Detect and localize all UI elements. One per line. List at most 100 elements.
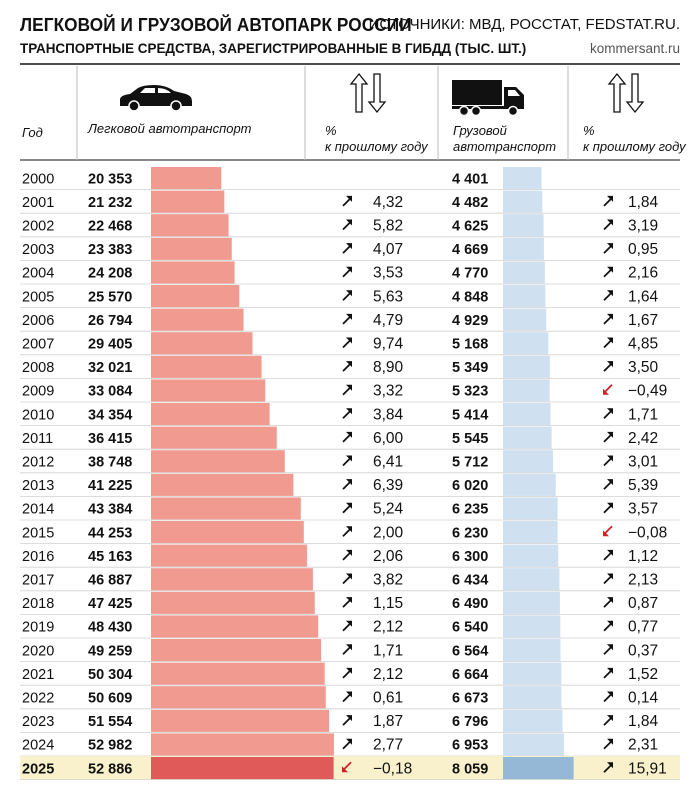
table-row: 2006 26 794 4,79 4 929 1,67 xyxy=(20,308,680,332)
up-arrow-icon xyxy=(603,715,613,726)
cars-value: 21 232 xyxy=(88,195,132,211)
up-arrow-icon xyxy=(342,667,352,679)
table-row: 2003 23 383 4,07 4 669 0,95 xyxy=(20,237,680,261)
trucks-bar xyxy=(503,355,550,378)
year-label: 2016 xyxy=(22,549,54,565)
year-label: 2018 xyxy=(22,596,54,612)
cars-bar xyxy=(151,733,334,756)
cars-pct-value: 4,32 xyxy=(373,194,403,211)
up-arrow-icon xyxy=(342,219,352,231)
trucks-value: 4 625 xyxy=(452,219,488,235)
cars-pct-value: 2,06 xyxy=(373,548,403,565)
cars-bar xyxy=(151,214,229,237)
trucks-pct-value: 2,31 xyxy=(628,737,658,754)
table-row: 2011 36 415 6,00 5 545 2,42 xyxy=(20,426,680,450)
cars-bar xyxy=(151,237,232,260)
cars-pct-value: 6,00 xyxy=(373,430,404,447)
trucks-pct-value: 1,12 xyxy=(628,548,658,565)
cars-value: 38 748 xyxy=(88,455,132,471)
year-label: 2021 xyxy=(22,667,54,683)
chart-header: ЛЕГКОВОЙ И ГРУЗОВОЙ АВТОПАРК РОССИИ ИСТО… xyxy=(20,0,680,62)
trucks-pct-value: 1,84 xyxy=(628,713,659,730)
cars-value: 50 609 xyxy=(88,691,132,707)
cars-bar xyxy=(151,426,277,449)
year-label: 2005 xyxy=(22,289,54,305)
column-header-cars-pct-line1: % xyxy=(325,123,337,138)
cars-bar xyxy=(151,332,253,355)
trucks-value: 6 300 xyxy=(452,549,488,565)
trucks-bar xyxy=(503,214,544,237)
trucks-bar xyxy=(503,379,550,402)
trucks-pct-value: 2,42 xyxy=(628,430,658,447)
cars-value: 36 415 xyxy=(88,431,132,447)
column-header-cars: Легковой автотранспорт xyxy=(87,121,252,136)
trucks-value: 6 953 xyxy=(452,738,488,754)
table-row: 2024 52 982 2,77 6 953 2,31 xyxy=(20,733,680,757)
trucks-pct-value: 0,87 xyxy=(628,595,658,612)
year-label: 2011 xyxy=(22,431,53,447)
cars-pct-value: 3,82 xyxy=(373,572,403,589)
trucks-pct-value: 0,14 xyxy=(628,690,659,707)
down-arrow-icon xyxy=(342,761,352,773)
cars-pct-value: 1,71 xyxy=(373,642,403,659)
cars-pct-value: 5,24 xyxy=(373,501,404,518)
trucks-value: 5 545 xyxy=(452,431,488,447)
up-arrow-icon xyxy=(603,762,613,773)
trucks-pct-value: 1,52 xyxy=(628,666,658,683)
trucks-value: 4 848 xyxy=(452,289,488,305)
year-label: 2008 xyxy=(22,360,54,376)
table-row: 2015 44 253 2,00 6 230 −0,08 xyxy=(20,521,680,544)
up-arrow-icon xyxy=(603,455,613,467)
table-row: 2014 43 384 5,24 6 235 3,57 xyxy=(20,497,680,521)
year-label: 2002 xyxy=(22,219,54,235)
up-arrow-icon xyxy=(603,667,613,679)
year-label: 2017 xyxy=(22,573,54,589)
cars-value: 52 886 xyxy=(88,761,132,777)
column-header-trucks-line1: Грузовой xyxy=(453,123,507,138)
trucks-bar xyxy=(503,686,562,709)
up-down-arrows-icon xyxy=(349,72,387,114)
trucks-pct-value: 3,19 xyxy=(628,218,658,235)
cars-bar xyxy=(151,167,222,190)
up-arrow-icon xyxy=(342,620,352,632)
up-arrow-icon xyxy=(603,431,613,443)
cars-value: 48 430 xyxy=(88,620,132,636)
up-arrow-icon xyxy=(342,549,352,561)
cars-pct-value: 1,15 xyxy=(373,595,403,612)
up-arrow-icon xyxy=(342,408,352,419)
up-arrow-icon xyxy=(342,361,352,372)
up-arrow-icon xyxy=(603,195,613,207)
cars-value: 22 468 xyxy=(88,219,132,235)
trucks-pct-value: 0,37 xyxy=(628,642,658,659)
trucks-bar xyxy=(503,591,560,614)
trucks-value: 6 564 xyxy=(452,643,488,659)
trucks-value: 6 434 xyxy=(452,573,488,589)
trucks-pct-value: 1,71 xyxy=(628,406,658,423)
up-arrow-icon xyxy=(342,691,352,703)
year-label: 2023 xyxy=(22,714,54,730)
cars-value: 43 384 xyxy=(88,502,132,518)
up-arrow-icon xyxy=(342,313,352,325)
trucks-bar xyxy=(503,308,547,331)
cars-value: 52 982 xyxy=(88,738,132,754)
down-arrow-icon xyxy=(603,384,613,395)
trucks-bar xyxy=(503,190,543,213)
trucks-bar xyxy=(503,167,542,190)
cars-value: 20 353 xyxy=(88,171,132,187)
trucks-value: 6 230 xyxy=(452,525,488,541)
year-label: 2003 xyxy=(22,242,54,258)
cars-value: 46 887 xyxy=(88,573,132,589)
up-arrow-icon xyxy=(342,715,352,726)
trucks-value: 5 414 xyxy=(452,407,488,423)
table-row: 2016 45 163 2,06 6 300 1,12 xyxy=(20,544,680,568)
cars-pct-value: 2,12 xyxy=(373,666,403,683)
cars-pct-value: 9,74 xyxy=(373,336,404,353)
cars-pct-value: 1,87 xyxy=(373,713,403,730)
up-arrow-icon xyxy=(342,479,352,490)
table-row: 2009 33 084 3,32 5 323 −0,49 xyxy=(20,379,680,403)
year-label: 2010 xyxy=(22,407,54,423)
trucks-bar xyxy=(503,403,551,426)
trucks-pct-value: 1,64 xyxy=(628,288,659,305)
trucks-pct-value: 0,77 xyxy=(628,619,658,636)
